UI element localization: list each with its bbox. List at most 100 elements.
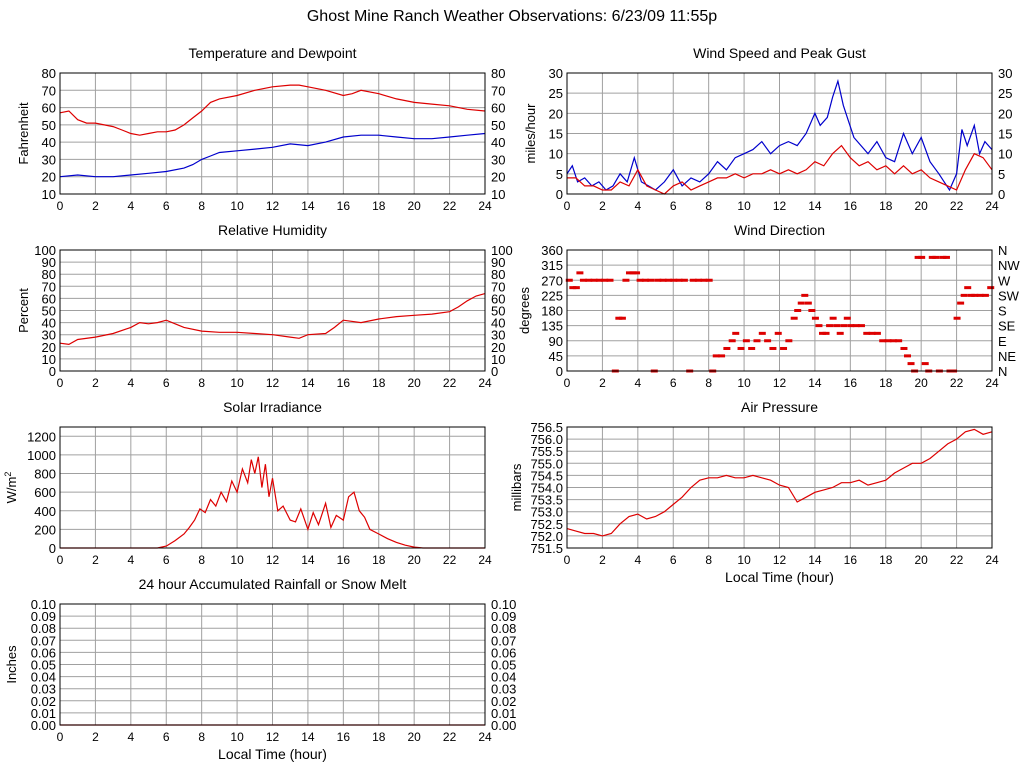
y-tick-label-right: 0	[491, 364, 498, 379]
y-tick-label-right: 40	[491, 316, 505, 331]
direction-point	[900, 346, 908, 350]
direction-point	[590, 278, 598, 282]
direction-point	[829, 316, 837, 320]
y-tick-label-right: 25	[998, 86, 1012, 101]
y-tick-label: 25	[549, 86, 563, 101]
y-tick-label: 756.0	[530, 432, 563, 447]
x-tick-label: 12	[266, 730, 280, 744]
direction-point	[705, 278, 713, 282]
x-tick-label: 22	[443, 730, 457, 744]
y-tick-label: 0.04	[31, 670, 56, 685]
x-tick-label: 0	[57, 553, 64, 567]
direction-point	[718, 354, 726, 358]
y-tick-label: 60	[42, 101, 56, 116]
x-tick-label: 16	[337, 199, 351, 213]
plot-frame	[59, 72, 486, 195]
y-tick-label: 0.01	[31, 706, 56, 721]
y-tick-label: 0.08	[31, 621, 56, 636]
compass-label: N	[998, 243, 1007, 258]
y-tick-label-right: 80	[491, 66, 505, 81]
direction-point	[769, 346, 777, 350]
y-tick-label: 0.10	[31, 597, 56, 612]
x-tick-label: 10	[230, 199, 244, 213]
y-tick-label: 756.5	[530, 420, 563, 435]
y-tick-label: 20	[42, 170, 56, 185]
direction-point	[843, 316, 851, 320]
y-tick-label-right: 50	[491, 118, 505, 133]
y-tick-label: 755.0	[530, 456, 563, 471]
direction-point	[680, 278, 688, 282]
x-tick-label: 20	[914, 199, 928, 213]
x-tick-label: 10	[230, 553, 244, 567]
series-line-red	[60, 456, 485, 549]
x-tick-label: 6	[670, 553, 677, 567]
x-tick-label: 24	[985, 553, 999, 567]
y-tick-label: 0.07	[31, 633, 56, 648]
compass-label: E	[998, 334, 1007, 349]
series-line-red	[566, 428, 993, 537]
direction-point	[801, 293, 809, 297]
x-tick-label: 12	[266, 553, 280, 567]
y-axis-label: degrees	[517, 287, 532, 334]
chart-title: Air Pressure	[741, 399, 818, 415]
direction-point	[815, 324, 823, 328]
x-tick-label: 2	[92, 199, 99, 213]
x-tick-label: 0	[564, 199, 571, 213]
y-tick-label: 752.5	[530, 517, 563, 532]
x-tick-label: 4	[634, 199, 641, 213]
x-tick-label: 4	[127, 553, 134, 567]
x-tick-label: 2	[599, 199, 606, 213]
y-axis-label-exponent: 2	[3, 472, 13, 477]
direction-point	[758, 331, 766, 335]
y-tick-label: 40	[42, 135, 56, 150]
x-tick-label: 0	[564, 553, 571, 567]
compass-label: S	[998, 304, 1007, 319]
direction-point	[889, 339, 897, 343]
x-tick-label: 20	[914, 553, 928, 567]
y-tick-label: 100	[34, 243, 56, 258]
y-tick-label-right: 90	[491, 255, 505, 270]
y-tick-label-right: 20	[491, 340, 505, 355]
direction-point	[695, 278, 703, 282]
x-tick-label: 0	[57, 730, 64, 744]
direction-point	[601, 278, 609, 282]
y-tick-label: 40	[42, 316, 56, 331]
y-tick-label: 754.0	[530, 481, 563, 496]
direction-point	[764, 339, 772, 343]
y-tick-label-right: 10	[491, 187, 505, 202]
y-tick-label: 0.02	[31, 694, 56, 709]
direction-point	[615, 316, 623, 320]
direction-point	[728, 339, 736, 343]
direction-point	[914, 255, 922, 259]
direction-point	[884, 339, 892, 343]
direction-point	[847, 324, 855, 328]
y-tick-label: 30	[42, 328, 56, 343]
x-tick-label: 8	[198, 730, 205, 744]
x-tick-label: 20	[407, 199, 421, 213]
x-tick-label: 8	[705, 553, 712, 567]
y-tick-label-right: 0.02	[491, 694, 516, 709]
y-tick-label: 0.09	[31, 609, 56, 624]
x-tick-label: 2	[599, 376, 606, 390]
y-tick-label-right: 10	[491, 352, 505, 367]
x-tick-label: 10	[230, 376, 244, 390]
compass-label: NW	[998, 258, 1020, 273]
y-tick-label: 15	[549, 127, 563, 142]
y-tick-label: 225	[541, 288, 563, 303]
x-tick-label: 0	[564, 376, 571, 390]
direction-point	[879, 339, 887, 343]
x-tick-label: 4	[127, 376, 134, 390]
x-tick-label: 12	[266, 199, 280, 213]
x-tick-label: 6	[163, 553, 170, 567]
direction-point	[732, 331, 740, 335]
direction-point	[689, 278, 697, 282]
y-tick-label-right: 5	[998, 167, 1005, 182]
x-tick-label: 14	[301, 199, 315, 213]
x-tick-label: 12	[773, 553, 787, 567]
series-line-blue	[59, 132, 486, 178]
y-tick-label-right: 15	[998, 127, 1012, 142]
x-tick-label: 20	[407, 376, 421, 390]
x-tick-label: 2	[92, 553, 99, 567]
